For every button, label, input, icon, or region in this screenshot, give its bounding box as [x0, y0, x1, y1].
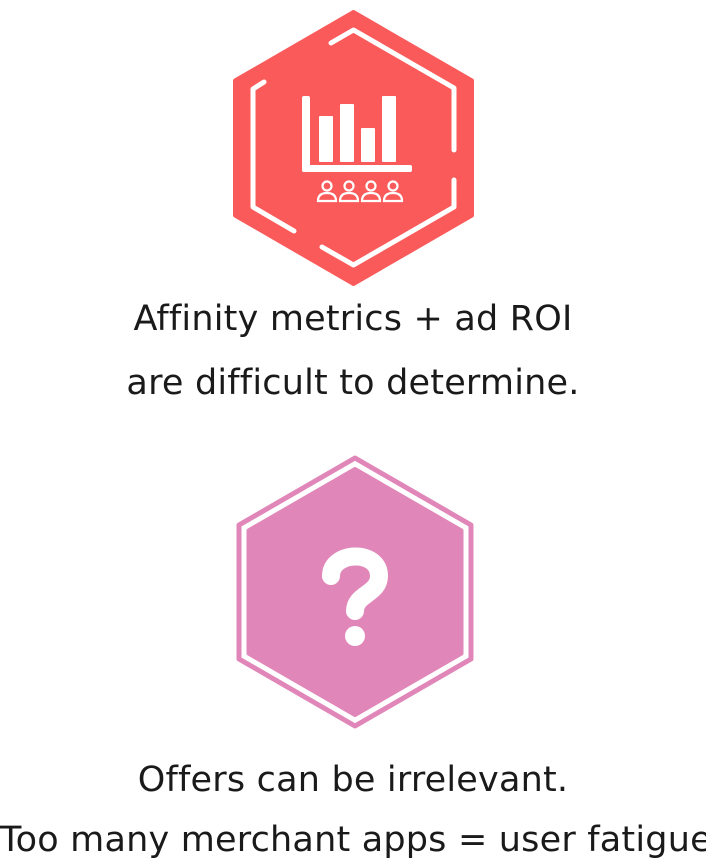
affinity-caption-line-1: Affinity metrics + ad ROI [133, 299, 573, 339]
offers-caption-line-1: Offers can be irrelevant. [137, 760, 569, 800]
offers-block: Offers can be irrelevant. Too many merch… [0, 440, 706, 868]
affinity-caption-line-2: are difficult to determine. [126, 363, 580, 403]
question-mark-icon [236, 455, 474, 729]
affinity-metrics-block: Affinity metrics + ad ROI are difficult … [0, 0, 706, 420]
offers-caption-line-2: Too many merchant apps = user fatigue. [0, 820, 706, 860]
chart-glyph [302, 96, 412, 172]
bar-chart-audience-icon [233, 10, 474, 286]
